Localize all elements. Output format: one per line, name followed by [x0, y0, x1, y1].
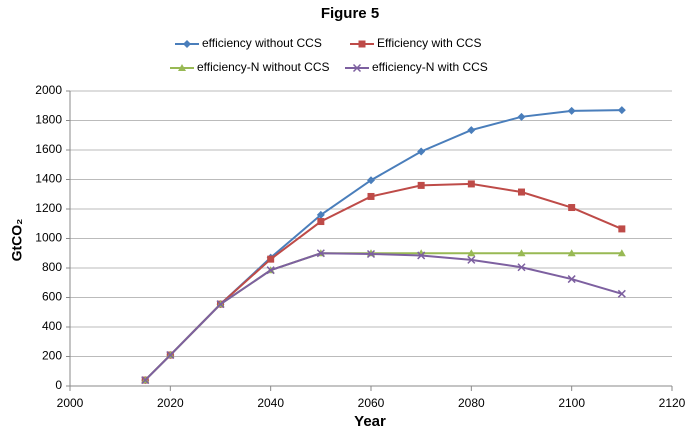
marker — [367, 176, 375, 185]
marker — [352, 63, 362, 73]
marker — [178, 64, 186, 71]
x-tick-label: 2020 — [157, 396, 184, 410]
y-tick-label: 400 — [42, 319, 62, 333]
marker — [518, 188, 525, 196]
y-axis-label: GtCO₂ — [9, 219, 25, 262]
marker — [617, 106, 626, 115]
marker — [617, 249, 626, 257]
marker — [517, 112, 526, 121]
marker — [266, 266, 275, 275]
x-tick-label: 2000 — [57, 396, 84, 410]
x-tick-label: 2120 — [659, 396, 686, 410]
marker — [417, 181, 425, 189]
chart-title: Figure 5 — [321, 5, 379, 22]
marker — [618, 225, 626, 233]
y-tick-label: 0 — [55, 378, 62, 392]
y-tick-label: 1000 — [35, 231, 62, 245]
marker — [166, 350, 175, 360]
marker — [467, 249, 476, 257]
series-line — [144, 109, 622, 381]
y-tick-label: 2000 — [35, 83, 62, 97]
legend-label: efficiency without CCS — [202, 36, 322, 50]
x-tick-label: 2100 — [558, 396, 585, 410]
marker — [316, 249, 325, 258]
marker — [568, 204, 576, 212]
legend-label: efficiency-N with CCS — [372, 60, 488, 74]
marker — [183, 40, 191, 48]
marker — [417, 251, 426, 260]
marker — [467, 180, 475, 188]
y-tick-label: 600 — [42, 290, 62, 304]
x-axis-label: Year — [354, 413, 386, 430]
marker — [617, 289, 626, 298]
marker — [567, 249, 576, 257]
y-tick-label: 1200 — [35, 201, 62, 215]
x-tick-label: 2040 — [257, 396, 284, 410]
marker — [141, 376, 150, 385]
marker — [216, 300, 225, 309]
y-tick-label: 1800 — [35, 113, 62, 127]
marker — [517, 249, 526, 257]
marker — [367, 192, 375, 200]
x-tick-label: 2080 — [458, 396, 485, 410]
series-line — [144, 252, 623, 381]
marker — [358, 40, 366, 48]
series-line — [144, 252, 622, 381]
series-line — [144, 182, 623, 381]
marker — [467, 126, 476, 135]
y-tick-label: 800 — [42, 260, 62, 274]
marker — [417, 147, 426, 156]
legend-label: efficiency-N without CCS — [197, 60, 330, 74]
y-tick-label: 1600 — [35, 142, 62, 156]
legend-label: Efficiency with CCS — [377, 36, 481, 50]
marker — [467, 255, 476, 264]
y-tick-label: 1400 — [35, 172, 62, 186]
marker — [517, 263, 526, 272]
marker — [267, 255, 275, 263]
marker — [316, 210, 325, 219]
x-tick-label: 2060 — [358, 396, 385, 410]
marker — [567, 106, 576, 115]
marker — [366, 249, 376, 259]
marker — [317, 218, 325, 226]
y-tick-label: 200 — [42, 349, 62, 363]
marker — [567, 275, 576, 284]
